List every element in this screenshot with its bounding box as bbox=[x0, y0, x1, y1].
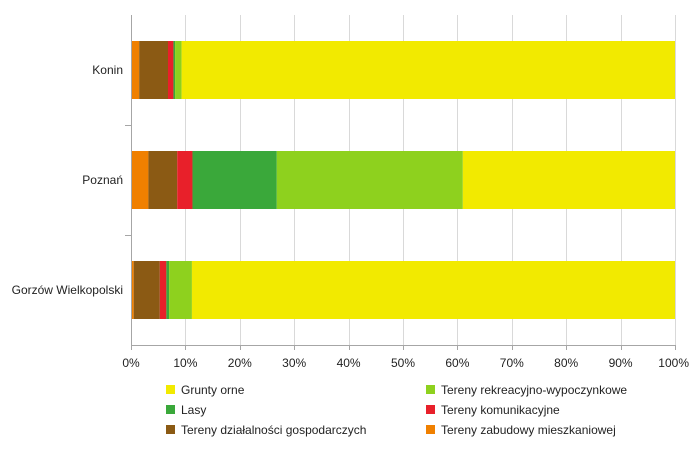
legend-swatch bbox=[426, 385, 435, 394]
legend-swatch bbox=[426, 405, 435, 414]
bar-segment bbox=[276, 151, 463, 209]
bar-segment bbox=[148, 151, 178, 209]
x-tick-label: 80% bbox=[554, 356, 578, 370]
x-tick-label: 20% bbox=[228, 356, 252, 370]
bar-segment bbox=[139, 41, 168, 99]
bar-segment bbox=[177, 151, 193, 209]
bar-segment bbox=[131, 151, 149, 209]
axes: Konin Poznań Gorzów Wielkopolski 0% 10% 20% 30… bbox=[12, 15, 689, 370]
category-label: Poznań bbox=[82, 173, 123, 187]
x-tick-label: 70% bbox=[500, 356, 524, 370]
category-label: Konin bbox=[92, 63, 123, 77]
legend: Grunty orne Tereny rekreacyjno-wypoczynko… bbox=[166, 383, 627, 437]
x-tick-label: 50% bbox=[391, 356, 415, 370]
bars bbox=[131, 41, 676, 319]
x-tick-label: 0% bbox=[122, 356, 140, 370]
x-tick-label: 10% bbox=[173, 356, 197, 370]
bar-segment bbox=[159, 261, 167, 319]
legend-label: Tereny komunikacyjne bbox=[441, 403, 560, 417]
legend-swatch bbox=[426, 425, 435, 434]
bar-segment bbox=[167, 41, 174, 99]
legend-label: Grunty orne bbox=[181, 383, 245, 397]
x-tick-label: 40% bbox=[337, 356, 361, 370]
legend-label: Tereny rekreacyjno-wypoczynkowe bbox=[441, 383, 627, 397]
bar-segment bbox=[192, 151, 277, 209]
bar-segment bbox=[131, 261, 134, 319]
bar-segment bbox=[175, 41, 182, 99]
x-tick-label: 30% bbox=[282, 356, 306, 370]
legend-swatch bbox=[166, 405, 175, 414]
bar-segment bbox=[169, 261, 192, 319]
x-tick-label: 60% bbox=[445, 356, 469, 370]
x-tick-label: 90% bbox=[609, 356, 633, 370]
bar-segment bbox=[131, 41, 140, 99]
bar-segment bbox=[191, 261, 676, 319]
bar-segment bbox=[166, 261, 170, 319]
bar-segment bbox=[173, 41, 176, 99]
legend-label: Lasy bbox=[181, 403, 206, 417]
legend-swatch bbox=[166, 385, 175, 394]
legend-swatch bbox=[166, 425, 175, 434]
bar-segment bbox=[181, 41, 676, 99]
legend-label: Tereny zabudowy mieszkaniowej bbox=[441, 423, 616, 437]
bar-segment bbox=[133, 261, 160, 319]
bar-segment bbox=[462, 151, 675, 209]
x-tick-label: 100% bbox=[658, 356, 689, 370]
category-label: Gorzów Wielkopolski bbox=[12, 283, 123, 297]
legend-label: Tereny działalności gospodarczych bbox=[181, 423, 366, 437]
